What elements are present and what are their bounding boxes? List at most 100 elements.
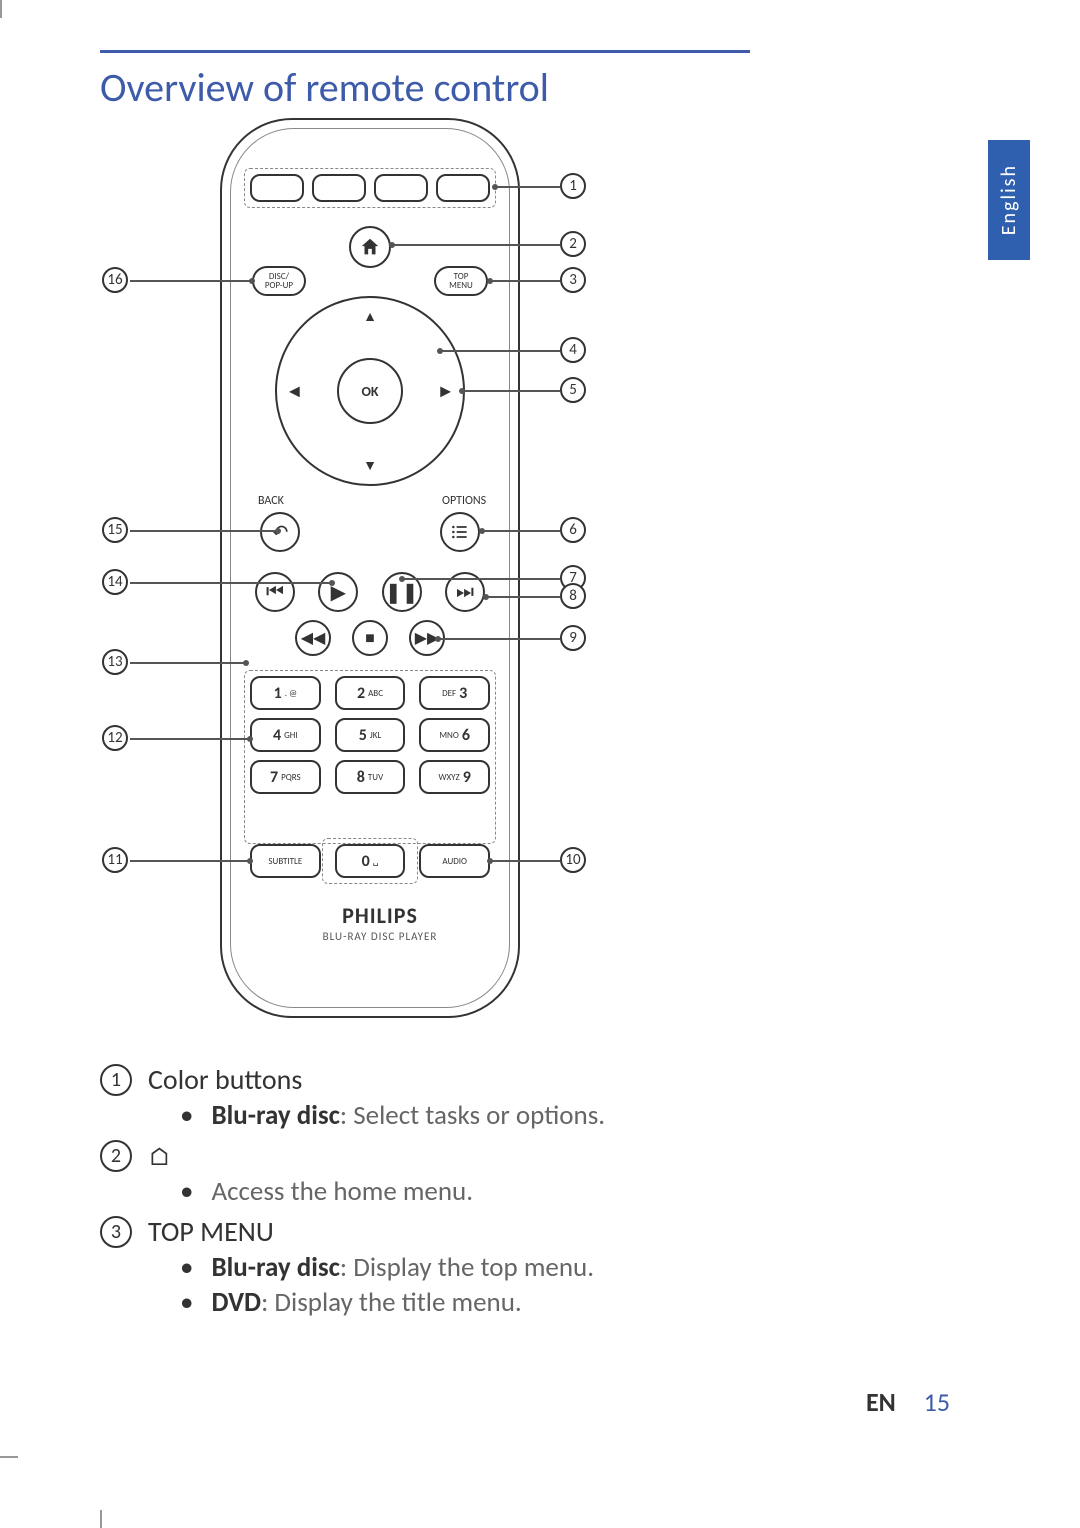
callout-number: 10 (560, 847, 586, 873)
description-item: 3 TOP MENU•Blu-ray disc: Display the top … (100, 1214, 1030, 1319)
callout-leader (486, 596, 560, 598)
callout-number: 8 (560, 583, 586, 609)
callout-leader (130, 530, 278, 532)
callout-dot (483, 594, 489, 600)
rewind-button: ◀◀ (295, 620, 331, 656)
callout-dot (487, 278, 493, 284)
brand-label: PHILIPS (100, 902, 660, 929)
dpad-ring: OK ▲ ▼ ◀ ▶ (275, 296, 465, 486)
keypad-button: MNO6 (419, 718, 490, 752)
callout-leader (495, 186, 560, 188)
color-button (312, 174, 366, 202)
keypad-button: DEF3 (419, 676, 490, 710)
description-title: ⌂ (148, 1138, 1030, 1173)
callout-leader (438, 638, 560, 640)
keypad: 1. @2ABCDEF34GHI5JKLMNO67PQRS8TUVWXYZ9 (250, 676, 490, 794)
callout-number: 16 (102, 267, 128, 293)
callout-leader (482, 530, 560, 532)
keypad-button: 1. @ (250, 676, 321, 710)
dpad-down-icon: ▼ (363, 457, 377, 474)
callout-leader (490, 860, 560, 862)
footer-page: 15 (924, 1386, 950, 1418)
play-button: ▶ (318, 572, 358, 612)
callout-dot (329, 580, 335, 586)
dpad-right-icon: ▶ (440, 383, 451, 400)
section-rule (100, 50, 750, 53)
callout-leader (462, 390, 560, 392)
color-button (436, 174, 490, 202)
callout-number: 9 (560, 625, 586, 651)
description-title: TOP MENU (148, 1214, 1030, 1249)
keypad-button: 2ABC (335, 676, 406, 710)
description-bullet: •Access the home menu. (148, 1175, 1030, 1208)
bottom-key-row: SUBTITLE 0␣ AUDIO (250, 844, 490, 878)
callout-dot (249, 278, 255, 284)
callout-leader (402, 578, 560, 580)
dpad-up-icon: ▲ (363, 308, 377, 325)
description-bullet: •Blu-ray disc: Select tasks or options. (148, 1099, 1030, 1132)
options-icon (450, 522, 470, 542)
callout-leader (130, 738, 250, 740)
options-label: OPTIONS (442, 494, 486, 508)
description-number: 2 (100, 1140, 132, 1172)
home-button (349, 226, 391, 268)
callout-number: 6 (560, 517, 586, 543)
description-list: 1Color buttons•Blu-ray disc: Select task… (100, 1062, 1030, 1319)
callout-dot (479, 528, 485, 534)
disc-popup-button: DISC/ POP-UP (252, 266, 306, 296)
transport-row-2: ◀◀ ■ ▶▶ (295, 620, 445, 656)
callout-leader (130, 860, 250, 862)
callout-dot (399, 576, 405, 582)
keypad-button: 8TUV (335, 760, 406, 794)
callout-number: 12 (102, 725, 128, 751)
description-item: 1Color buttons•Blu-ray disc: Select task… (100, 1062, 1030, 1132)
callout-dot (487, 858, 493, 864)
color-button (374, 174, 428, 202)
callout-dot (247, 736, 253, 742)
home-icon (359, 236, 381, 258)
crop-mark (0, 1456, 18, 1458)
keypad-button: 4GHI (250, 718, 321, 752)
keypad-button: 7PQRS (250, 760, 321, 794)
callout-leader (130, 662, 246, 664)
callout-number: 15 (102, 517, 128, 543)
callout-dot (437, 348, 443, 354)
page-footer: EN 15 (866, 1386, 950, 1418)
callout-dot (275, 528, 281, 534)
subtitle-button: SUBTITLE (250, 844, 321, 878)
description-number: 3 (100, 1216, 132, 1248)
description-bullet: •DVD: Display the title menu. (148, 1286, 1030, 1319)
crop-mark (0, 0, 2, 18)
description-bullet: •Blu-ray disc: Display the top menu. (148, 1251, 1030, 1284)
callout-number: 4 (560, 337, 586, 363)
callout-dot (389, 242, 395, 248)
audio-button: AUDIO (419, 844, 490, 878)
callout-number: 14 (102, 569, 128, 595)
callout-number: 13 (102, 649, 128, 675)
callout-number: 5 (560, 377, 586, 403)
description-title: Color buttons (148, 1062, 1030, 1097)
description-item: 2 ⌂•Access the home menu. (100, 1138, 1030, 1208)
footer-lang: EN (866, 1386, 896, 1418)
brand-sub-label: BLU-RAY DISC PLAYER (100, 930, 660, 943)
callout-leader (440, 350, 560, 352)
callout-dot (243, 660, 249, 666)
callout-leader (130, 280, 252, 282)
top-menu-button: TOP MENU (434, 266, 488, 296)
prev-button: ⏮ (255, 572, 295, 612)
callout-leader (490, 280, 560, 282)
ok-button: OK (337, 358, 403, 424)
section-title: Overview of remote control (100, 63, 1030, 112)
color-buttons-row (250, 174, 490, 208)
crop-mark (100, 1510, 102, 1528)
page-content: Overview of remote control English DISC/… (100, 50, 1030, 1438)
callout-dot (492, 184, 498, 190)
language-tab-label: English (997, 164, 1021, 235)
callout-dot (435, 636, 441, 642)
remote-diagram: DISC/ POP-UP TOP MENU OK ▲ ▼ ◀ ▶ BACK OP… (100, 118, 660, 1038)
stop-button: ■ (352, 620, 388, 656)
callout-number: 11 (102, 847, 128, 873)
dpad-left-icon: ◀ (289, 383, 300, 400)
back-label: BACK (258, 494, 284, 508)
callout-number: 2 (560, 231, 586, 257)
